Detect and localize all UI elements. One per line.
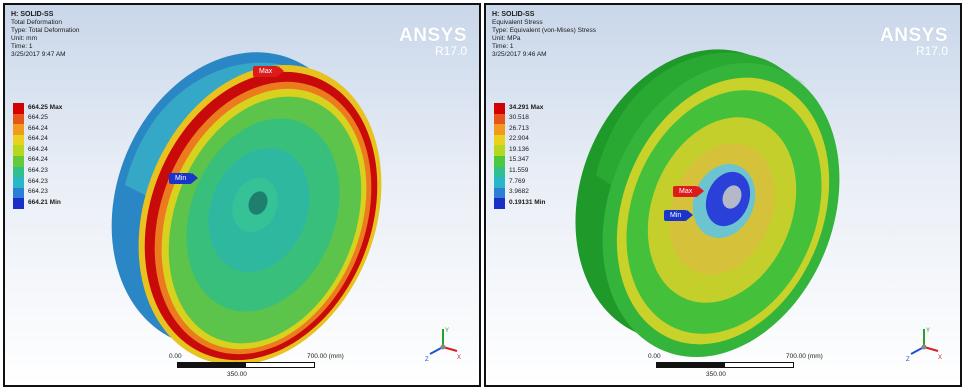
legend-swatch	[494, 124, 505, 135]
pulley-rim-side	[125, 62, 335, 206]
result-type: Type: Total Deformation	[11, 27, 80, 34]
legend-swatch	[13, 145, 24, 156]
result-type: Type: Equivalent (von-Mises) Stress	[492, 27, 597, 34]
result-title: H: SOLID-SS	[11, 11, 54, 18]
legend-swatch	[494, 113, 505, 125]
ansys-logo: ANSYS R17.0	[399, 25, 467, 58]
result-title: H: SOLID-SS	[492, 11, 535, 18]
max-probe-label[interactable]: Max	[253, 66, 285, 77]
min-probe-label[interactable]: Min	[169, 173, 199, 184]
legend-swatch	[494, 187, 505, 199]
legend-swatch	[13, 134, 24, 146]
axis-triad-icon[interactable]: Y X Z	[904, 323, 944, 363]
legend-label: 7.769	[509, 177, 526, 185]
result-time: Time: 1	[11, 43, 33, 50]
min-probe-label[interactable]: Min	[664, 210, 694, 221]
legend-label: 664.24	[28, 124, 48, 132]
legend-label: 26.713	[509, 124, 529, 132]
legend-label: 664.23	[28, 177, 48, 185]
pulley-rim-side	[596, 52, 806, 196]
legend-label: 664.24	[28, 156, 48, 164]
scale-mid: 350.00	[706, 371, 726, 378]
legend-swatch	[13, 113, 24, 125]
svg-text:X: X	[938, 355, 942, 361]
svg-text:Y: Y	[445, 328, 449, 334]
scale-end: 700.00 (mm)	[307, 353, 344, 360]
legend-swatch	[13, 177, 24, 188]
legend-label: 664.23	[28, 167, 48, 175]
legend-swatch	[13, 124, 24, 135]
viewport-total-deformation[interactable]: H: SOLID-SS Total Deformation Type: Tota…	[3, 3, 481, 387]
result-type-name: Equivalent Stress	[492, 19, 543, 26]
legend-label: 34.291 Max	[509, 103, 544, 111]
legend-label: 664.25	[28, 114, 48, 122]
legend-swatch	[13, 166, 24, 178]
legend-swatch	[494, 155, 505, 167]
legend-swatch	[494, 166, 505, 178]
result-type-name: Total Deformation	[11, 19, 62, 26]
legend-swatch	[494, 103, 505, 114]
legend-label: 22.904	[509, 135, 529, 143]
result-time: Time: 1	[492, 43, 514, 50]
legend-swatch	[13, 187, 24, 199]
result-date: 3/25/2017 9:46 AM	[492, 51, 547, 58]
brand-name: ANSYS	[880, 25, 948, 46]
legend-swatch	[13, 198, 24, 209]
max-probe-label[interactable]: Max	[673, 186, 705, 197]
pulley-stress-model[interactable]	[486, 5, 962, 387]
scale-end: 700.00 (mm)	[786, 353, 823, 360]
legend-label: 664.24	[28, 145, 48, 153]
brand-name: ANSYS	[399, 25, 467, 46]
ansys-logo: ANSYS R17.0	[880, 25, 948, 58]
legend-label: 664.21 Min	[28, 198, 61, 206]
legend-swatch	[494, 145, 505, 156]
axis-triad-icon[interactable]: Y X Z	[423, 323, 463, 363]
legend-swatch	[13, 155, 24, 167]
svg-text:X: X	[457, 355, 461, 361]
scale-mid: 350.00	[227, 371, 247, 378]
legend-label: 30.518	[509, 114, 529, 122]
svg-text:Y: Y	[926, 328, 930, 334]
legend-label: 15.347	[509, 156, 529, 164]
result-info: H: SOLID-SS Equivalent Stress Type: Equi…	[492, 11, 596, 59]
brand-version: R17.0	[915, 44, 948, 58]
scale-bar-graphic	[177, 362, 315, 368]
legend-label: 11.559	[509, 167, 529, 175]
pulley-deformation-model[interactable]	[5, 5, 481, 387]
legend-swatch	[494, 198, 505, 209]
legend-label: 664.24	[28, 135, 48, 143]
svg-text:Z: Z	[906, 357, 910, 363]
legend-label: 3.9682	[509, 188, 529, 196]
hub-bore	[248, 191, 268, 215]
result-unit: Unit: MPa	[492, 35, 521, 42]
scale-bar-graphic	[656, 362, 794, 368]
viewport-equivalent-stress[interactable]: H: SOLID-SS Equivalent Stress Type: Equi…	[484, 3, 962, 387]
result-info: H: SOLID-SS Total Deformation Type: Tota…	[11, 11, 80, 59]
hub-bore	[722, 185, 742, 209]
result-unit: Unit: mm	[11, 35, 37, 42]
result-date: 3/25/2017 9:47 AM	[11, 51, 66, 58]
legend-label: 19.136	[509, 145, 529, 153]
legend-swatch	[494, 134, 505, 146]
scale-start: 0.00	[169, 353, 182, 360]
legend-swatch	[13, 103, 24, 114]
legend-label: 664.23	[28, 188, 48, 196]
svg-text:Z: Z	[425, 357, 429, 363]
legend-swatch	[494, 177, 505, 188]
brand-version: R17.0	[434, 44, 467, 58]
scale-start: 0.00	[648, 353, 661, 360]
legend-label: 0.19131 Min	[509, 198, 546, 206]
legend-label: 664.25 Max	[28, 103, 63, 111]
